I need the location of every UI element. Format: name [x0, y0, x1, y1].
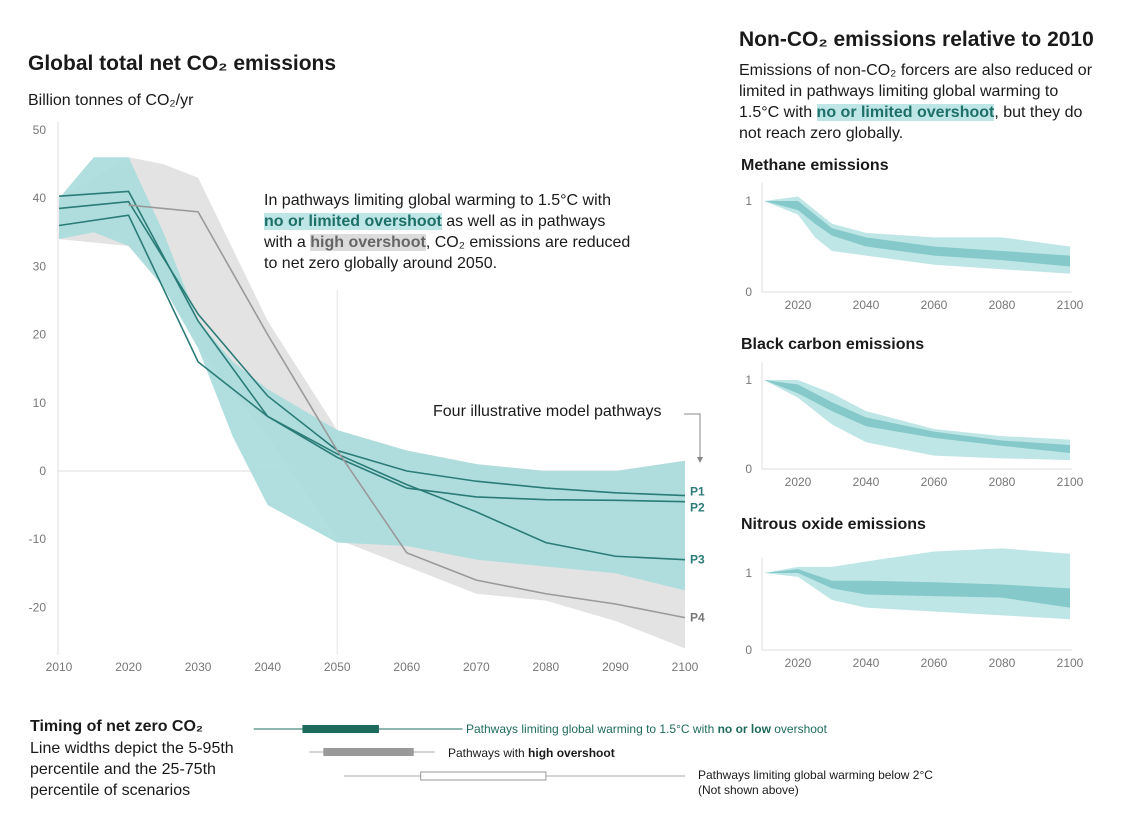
y-tick-label: 0: [745, 285, 752, 299]
pathway-label-P1: P1: [690, 485, 705, 499]
timing-bars: [253, 725, 685, 781]
pathway-label-P2: P2: [690, 501, 705, 515]
pathway-line-P2: [58, 190, 686, 503]
non-co2-charts: 0 1 2020 2040 2060 2080 2100 0 1 2020 2040 2060 2080…: [745, 182, 1084, 670]
legend-text: overshoot: [770, 722, 827, 736]
x-tick-label: 2060: [393, 660, 420, 674]
x-tick-label: 2030: [185, 660, 212, 674]
y-tick-label: 1: [745, 373, 752, 387]
main-annotation: In pathways limiting global warming to 1…: [264, 190, 634, 274]
annotation-text: as well as in pathways with a: [264, 213, 606, 251]
band-no-limited-overshoot: [59, 157, 685, 591]
legend-text: Pathways limiting global warming below 2…: [698, 768, 933, 782]
x-tick-label: 2050: [324, 660, 351, 674]
x-tick-label: 2020: [785, 298, 812, 312]
legend-bold: no or low: [717, 722, 771, 736]
highlight-no-limited-overshoot: no or limited overshoot: [816, 104, 995, 121]
timing-title: Timing of net zero CO₂: [30, 718, 204, 735]
y-tick-label: 20: [33, 328, 47, 342]
x-tick-label: 2060: [921, 656, 948, 670]
x-tick-label: 2070: [463, 660, 490, 674]
black-carbon-title: Black carbon emissions: [741, 336, 925, 353]
band-25-75: [764, 569, 1070, 608]
x-tick-label: 2020: [785, 475, 812, 489]
pathway-label-P4: P4: [690, 611, 705, 625]
highlight-no-limited-overshoot: no or limited overshoot: [264, 213, 442, 230]
y-tick-label: 0: [745, 462, 752, 476]
methane-title: Methane emissions: [741, 157, 889, 174]
timing-legend-1: Pathways limiting global warming to 1.5°…: [466, 722, 827, 736]
timing-description: Line widths depict the 5-95th percentile…: [30, 740, 234, 799]
x-tick-label: 2100: [672, 660, 699, 674]
pathways-label: Four illustrative model pathways: [433, 403, 662, 420]
x-tick-label: 2060: [921, 298, 948, 312]
x-tick-label: 2080: [989, 475, 1016, 489]
x-tick-label: 2090: [602, 660, 629, 674]
x-tick-label: 2020: [115, 660, 142, 674]
x-tick-label: 2040: [853, 656, 880, 670]
y-tick-label: 10: [33, 396, 47, 410]
nitrous-oxide-title: Nitrous oxide emissions: [741, 516, 926, 533]
description-text: Emissions of non-CO₂ forcers are also re…: [739, 62, 1093, 121]
pathway-label-P3: P3: [690, 553, 705, 567]
range-25-75: [323, 748, 414, 756]
x-tick-label: 2010: [46, 660, 73, 674]
y-tick-label: 1: [745, 194, 752, 208]
pathway-line-P3: [58, 214, 686, 561]
y-tick-label: 30: [33, 259, 47, 273]
x-tick-label: 2080: [989, 656, 1016, 670]
legend-text: Pathways with: [448, 746, 529, 760]
timing-legend-2: Pathways with high overshoot: [448, 746, 615, 760]
band-25-75: [764, 201, 1070, 267]
band-25-75: [764, 380, 1070, 453]
description-text: , but they do not reach zero globally.: [739, 104, 1083, 142]
y-tick-label: 40: [33, 191, 47, 205]
x-tick-label: 2020: [785, 656, 812, 670]
y-axis-label: Billion tonnes of CO₂/yr: [28, 92, 194, 109]
legend-text: Pathways limiting global warming to 1.5°…: [466, 722, 718, 736]
x-tick-label: 2040: [254, 660, 281, 674]
x-tick-label: 2080: [989, 298, 1016, 312]
annotation-text: , CO₂ emissions are reduced to net zero …: [264, 234, 631, 272]
pathways-arrow: [684, 413, 701, 460]
x-tick-label: 2100: [1057, 656, 1084, 670]
x-tick-label: 2100: [1057, 475, 1084, 489]
x-tick-label: 2040: [853, 475, 880, 489]
range-25-75: [420, 771, 547, 781]
main-chart-title: Global total net CO₂ emissions: [28, 52, 337, 75]
x-tick-label: 2080: [533, 660, 560, 674]
highlight-high-overshoot: high overshoot: [310, 234, 426, 251]
pathway-line-P4: [128, 204, 686, 619]
arrow-head-icon: [697, 457, 703, 463]
y-tick-label: 0: [39, 464, 46, 478]
y-tick-label: 0: [745, 643, 752, 657]
pathway-line-P1: [58, 200, 686, 497]
timing-legend-3: Pathways limiting global warming below 2…: [698, 768, 933, 798]
range-25-75: [302, 725, 379, 733]
right-description: Emissions of non-CO₂ forcers are also re…: [739, 60, 1094, 144]
y-tick-label: 50: [33, 123, 47, 137]
y-tick-label: -10: [29, 532, 47, 546]
y-tick-label: -20: [29, 600, 47, 614]
legend-bold: high overshoot: [528, 746, 615, 760]
y-tick-label: 1: [745, 566, 752, 580]
x-tick-label: 2040: [853, 298, 880, 312]
x-tick-label: 2100: [1057, 298, 1084, 312]
x-tick-label: 2060: [921, 475, 948, 489]
annotation-text: In pathways limiting global warming to 1…: [264, 192, 611, 209]
legend-note: (Not shown above): [698, 783, 799, 797]
right-title: Non-CO₂ emissions relative to 2010: [739, 28, 1094, 51]
